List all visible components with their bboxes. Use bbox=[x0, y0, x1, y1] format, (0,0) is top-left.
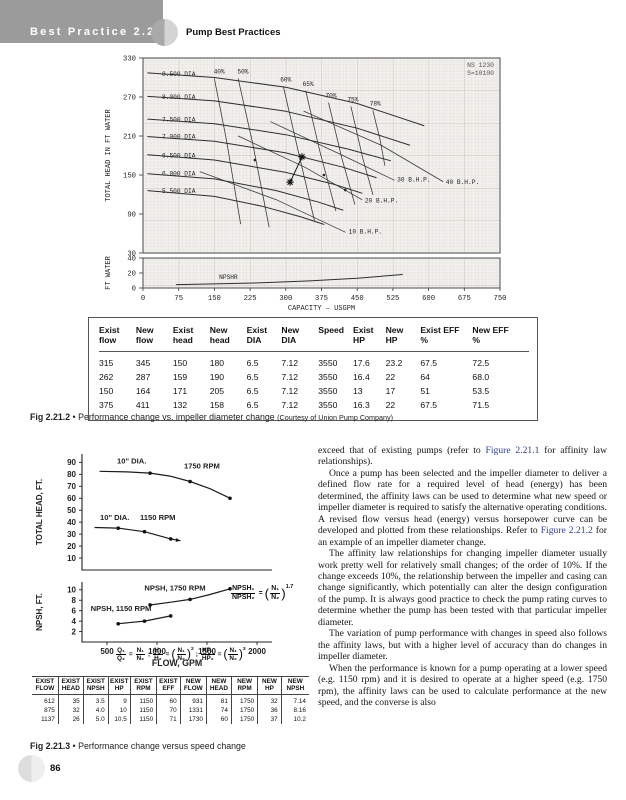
figure-link[interactable]: Figure 2.21.2 bbox=[540, 525, 593, 537]
svg-text:60%: 60% bbox=[280, 76, 291, 83]
svg-text:270: 270 bbox=[123, 95, 136, 103]
figure-link[interactable]: Figure 2.21.1 bbox=[485, 445, 540, 456]
svg-text:210: 210 bbox=[123, 134, 136, 142]
svg-text:1150 RPM: 1150 RPM bbox=[140, 513, 175, 522]
caption-text: Performance change versus speed change bbox=[78, 741, 246, 751]
svg-text:40: 40 bbox=[127, 256, 136, 264]
page-number: 86 bbox=[50, 763, 61, 774]
svg-text:330: 330 bbox=[123, 56, 136, 64]
svg-text:6.500 DIA: 6.500 DIA bbox=[162, 152, 196, 159]
svg-text:FLOW, GPM: FLOW, GPM bbox=[152, 658, 202, 668]
svg-text:90: 90 bbox=[67, 458, 76, 467]
running-header: Pump Best Practices bbox=[186, 27, 281, 38]
svg-text:30: 30 bbox=[67, 530, 76, 539]
svg-text:10 B.H.P.: 10 B.H.P. bbox=[349, 229, 382, 236]
svg-text:80: 80 bbox=[67, 470, 76, 479]
svg-text:CAPACITY – USGPM: CAPACITY – USGPM bbox=[288, 305, 355, 312]
svg-text:NS 1230: NS 1230 bbox=[467, 62, 494, 69]
svg-text:225: 225 bbox=[244, 295, 257, 303]
svg-text:30 B.H.P.: 30 B.H.P. bbox=[397, 177, 430, 184]
svg-text:40: 40 bbox=[67, 518, 76, 527]
svg-text:600: 600 bbox=[422, 295, 435, 303]
svg-text:7.000 DIA: 7.000 DIA bbox=[162, 134, 196, 141]
fig-2.21.2-caption: Fig 2.21.2 • Performance change vs. impe… bbox=[30, 412, 393, 422]
page-ornament bbox=[18, 755, 45, 782]
svg-text:65%: 65% bbox=[303, 81, 314, 88]
svg-text:S=10100: S=10100 bbox=[467, 70, 494, 77]
npsh-ratio-formula: NPSH₁ NPSH₂ =(N₁ N₂) 1.7 bbox=[231, 584, 294, 601]
svg-text:375: 375 bbox=[315, 295, 328, 303]
svg-text:10" DIA.: 10" DIA. bbox=[117, 457, 146, 466]
caption-bullet: • bbox=[72, 412, 76, 422]
svg-text:90: 90 bbox=[127, 212, 136, 220]
svg-text:500: 500 bbox=[100, 647, 114, 656]
affinity-laws-formula: Q₁ Q₂ = N₁ N₂; H₁ H₂ =(N₁ N₂) 2; HP₁ HP₂ =(N₁ N₂) 3 bbox=[116, 645, 246, 663]
caption-label: Fig 2.21.3 bbox=[30, 741, 71, 751]
svg-text:20: 20 bbox=[127, 271, 136, 279]
svg-text:150: 150 bbox=[208, 295, 221, 303]
svg-text:70%: 70% bbox=[325, 93, 336, 100]
svg-text:60: 60 bbox=[67, 494, 76, 503]
svg-text:30: 30 bbox=[127, 251, 136, 259]
svg-text:75: 75 bbox=[174, 295, 183, 303]
svg-text:1750 RPM: 1750 RPM bbox=[184, 461, 220, 470]
impeller-change-table: Exist flow New flow Exist head New head Exis… bbox=[88, 317, 538, 421]
svg-text:20: 20 bbox=[67, 542, 76, 551]
svg-text:8.000 DIA: 8.000 DIA bbox=[162, 94, 196, 101]
svg-text:1000: 1000 bbox=[148, 647, 166, 656]
svg-text:6.000 DIA: 6.000 DIA bbox=[162, 171, 196, 178]
svg-text:8: 8 bbox=[72, 596, 77, 605]
svg-text:0: 0 bbox=[141, 295, 145, 303]
svg-text:750: 750 bbox=[494, 295, 507, 303]
svg-text:4: 4 bbox=[72, 617, 77, 626]
svg-text:NPSH, 1150 RPM: NPSH, 1150 RPM bbox=[91, 604, 152, 613]
svg-text:675: 675 bbox=[458, 295, 471, 303]
svg-text:10" DIA.: 10" DIA. bbox=[100, 513, 129, 522]
fig-2.21.3-caption: Fig 2.21.3 • Performance change versus s… bbox=[30, 741, 246, 751]
svg-text:50%: 50% bbox=[237, 69, 248, 76]
svg-text:78%: 78% bbox=[370, 100, 381, 107]
banner-circle-ornament bbox=[151, 19, 178, 46]
body-column: exceed that of existing pumps (refer to … bbox=[318, 445, 607, 708]
svg-text:TOTAL HEAD, FT.: TOTAL HEAD, FT. bbox=[35, 479, 44, 545]
svg-text:450: 450 bbox=[351, 295, 364, 303]
svg-text:NPSHR: NPSHR bbox=[219, 274, 238, 281]
svg-text:2: 2 bbox=[72, 627, 77, 636]
svg-text:NPSH, 1750 RPM: NPSH, 1750 RPM bbox=[144, 583, 205, 592]
svg-text:150: 150 bbox=[123, 173, 136, 181]
svg-text:40 B.H.P.: 40 B.H.P. bbox=[446, 179, 479, 186]
svg-text:300: 300 bbox=[279, 295, 292, 303]
svg-text:20 B.H.P.: 20 B.H.P. bbox=[365, 197, 398, 204]
svg-text:FT WATER: FT WATER bbox=[105, 255, 113, 289]
caption-bullet: • bbox=[72, 741, 76, 751]
svg-text:75%: 75% bbox=[347, 97, 358, 104]
caption-label: Fig 2.21.2 bbox=[30, 412, 71, 422]
fig-2.21.3-head-chart: 90 80 70 60 50 40 30 20 10 TOTAL HEAD, FT. 10" DIA… bbox=[35, 454, 272, 571]
svg-text:5.500 DIA: 5.500 DIA bbox=[162, 188, 196, 195]
svg-text:NPSH, FT.: NPSH, FT. bbox=[35, 593, 44, 631]
speed-change-table: EXIST FLOW EXIST HEAD EXIST NPSH EXIST HP EX… bbox=[32, 676, 309, 724]
svg-text:70: 70 bbox=[67, 482, 76, 491]
svg-text:1500: 1500 bbox=[198, 647, 216, 656]
svg-text:10: 10 bbox=[67, 586, 76, 595]
svg-text:525: 525 bbox=[386, 295, 399, 303]
svg-text:10: 10 bbox=[67, 554, 76, 563]
svg-text:50: 50 bbox=[67, 506, 76, 515]
svg-text:2000: 2000 bbox=[248, 647, 266, 656]
svg-text:TOTAL HEAD IN FT WATER: TOTAL HEAD IN FT WATER bbox=[105, 108, 113, 201]
svg-text:7.500 DIA: 7.500 DIA bbox=[162, 117, 196, 124]
svg-text:6: 6 bbox=[72, 606, 77, 615]
svg-text:8.500 DIA: 8.500 DIA bbox=[162, 71, 196, 78]
banner-title: Best Practice 2.21 bbox=[30, 26, 164, 38]
svg-text:0: 0 bbox=[132, 286, 136, 294]
caption-text: Performance change vs. impeller diameter… bbox=[78, 412, 275, 422]
svg-text:40%: 40% bbox=[214, 69, 225, 76]
chapter-banner: Best Practice 2.21 bbox=[0, 0, 163, 43]
caption-courtesy: (Courtesy of Union Pump Company) bbox=[277, 413, 393, 422]
